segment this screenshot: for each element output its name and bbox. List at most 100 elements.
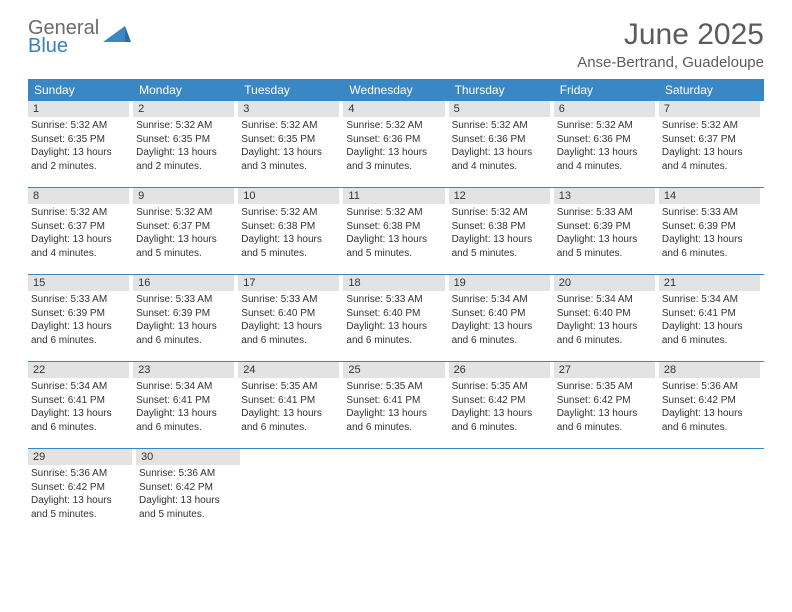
day-info: Sunrise: 5:36 AMSunset: 6:42 PMDaylight:… (28, 467, 132, 521)
day-cell: 20 Sunrise: 5:34 AMSunset: 6:40 PMDayligh… (554, 275, 659, 355)
day-number: 13 (554, 188, 655, 204)
day-number: 6 (554, 101, 655, 117)
day-cell: 1 Sunrise: 5:32 AMSunset: 6:35 PMDaylight… (28, 101, 133, 181)
day-number: 18 (343, 275, 444, 291)
day-info: Sunrise: 5:32 AMSunset: 6:35 PMDaylight:… (133, 119, 234, 173)
day-cell: 12Sunrise: 5:32 AMSunset: 6:38 PMDayligh… (449, 188, 554, 268)
day-info: Sunrise: 5:33 AMSunset: 6:39 PMDaylight:… (659, 206, 760, 260)
day-number: 24 (238, 362, 339, 378)
logo-text: General Blue (28, 18, 99, 56)
empty-cell (452, 449, 556, 529)
day-info: Sunrise: 5:36 AMSunset: 6:42 PMDaylight:… (659, 380, 760, 434)
day-number: 25 (343, 362, 444, 378)
day-info: Sunrise: 5:32 AMSunset: 6:38 PMDaylight:… (343, 206, 444, 260)
weekday-header: Friday (554, 79, 659, 101)
day-number: 15 (28, 275, 129, 291)
day-number: 29 (28, 449, 132, 465)
day-info: Sunrise: 5:34 AMSunset: 6:41 PMDaylight:… (133, 380, 234, 434)
location-text: Anse-Bertrand, Guadeloupe (577, 54, 764, 71)
calendar: SundayMondayTuesdayWednesdayThursdayFrid… (0, 79, 792, 529)
day-number: 20 (554, 275, 655, 291)
day-info: Sunrise: 5:32 AMSunset: 6:37 PMDaylight:… (659, 119, 760, 173)
day-info: Sunrise: 5:35 AMSunset: 6:42 PMDaylight:… (554, 380, 655, 434)
day-cell: 30 Sunrise: 5:36 AMSunset: 6:42 PMDayligh… (136, 449, 244, 529)
day-number: 10 (238, 188, 339, 204)
day-cell: 15 Sunrise: 5:33 AMSunset: 6:39 PMDayligh… (28, 275, 133, 355)
day-number: 16 (133, 275, 234, 291)
day-cell: 25 Sunrise: 5:35 AMSunset: 6:41 PMDayligh… (343, 362, 448, 442)
day-cell: 3 Sunrise: 5:32 AMSunset: 6:35 PMDaylight… (238, 101, 343, 181)
day-number: 8 (28, 188, 129, 204)
day-cell: 26Sunrise: 5:35 AMSunset: 6:42 PMDayligh… (449, 362, 554, 442)
day-cell: 23 Sunrise: 5:34 AMSunset: 6:41 PMDayligh… (133, 362, 238, 442)
week-row: 15Sunrise: 5:33 AMSunset: 6:39 PMDayligh… (28, 274, 764, 355)
day-number: 21 (659, 275, 760, 291)
day-info: Sunrise: 5:33 AMSunset: 6:39 PMDaylight:… (28, 293, 129, 347)
day-number: 3 (238, 101, 339, 117)
day-info: Sunrise: 5:35 AMSunset: 6:41 PMDaylight:… (238, 380, 339, 434)
empty-cell (348, 449, 452, 529)
day-cell: 27 Sunrise: 5:35 AMSunset: 6:42 PMDayligh… (554, 362, 659, 442)
header: General Blue June 2025 Anse-Bertrand, Gu… (0, 0, 792, 79)
day-info: Sunrise: 5:34 AMSunset: 6:41 PMDaylight:… (659, 293, 760, 347)
day-info: Sunrise: 5:34 AMSunset: 6:41 PMDaylight:… (28, 380, 129, 434)
day-info: Sunrise: 5:36 AMSunset: 6:42 PMDaylight:… (136, 467, 240, 521)
day-info: Sunrise: 5:33 AMSunset: 6:39 PMDaylight:… (554, 206, 655, 260)
day-number: 2 (133, 101, 234, 117)
day-cell: 21 Sunrise: 5:34 AMSunset: 6:41 PMDayligh… (659, 275, 764, 355)
weekday-header: Saturday (659, 79, 764, 101)
empty-cell (556, 449, 660, 529)
page-title: June 2025 (577, 18, 764, 52)
day-cell: 18 Sunrise: 5:33 AMSunset: 6:40 PMDayligh… (343, 275, 448, 355)
day-cell: 10Sunrise: 5:32 AMSunset: 6:38 PMDayligh… (238, 188, 343, 268)
day-number: 28 (659, 362, 760, 378)
day-number: 17 (238, 275, 339, 291)
day-cell: 2 Sunrise: 5:32 AMSunset: 6:35 PMDaylight… (133, 101, 238, 181)
week-row: 8Sunrise: 5:32 AMSunset: 6:37 PMDaylight… (28, 187, 764, 268)
day-info: Sunrise: 5:32 AMSunset: 6:36 PMDaylight:… (343, 119, 444, 173)
day-cell: 5 Sunrise: 5:32 AMSunset: 6:36 PMDaylight… (449, 101, 554, 181)
weekday-header: Tuesday (238, 79, 343, 101)
day-info: Sunrise: 5:34 AMSunset: 6:40 PMDaylight:… (554, 293, 655, 347)
week-row: 22Sunrise: 5:34 AMSunset: 6:41 PMDayligh… (28, 361, 764, 442)
day-number: 1 (28, 101, 129, 117)
day-info: Sunrise: 5:32 AMSunset: 6:36 PMDaylight:… (554, 119, 655, 173)
day-info: Sunrise: 5:33 AMSunset: 6:40 PMDaylight:… (238, 293, 339, 347)
day-info: Sunrise: 5:32 AMSunset: 6:35 PMDaylight:… (238, 119, 339, 173)
empty-cell (660, 449, 764, 529)
day-info: Sunrise: 5:32 AMSunset: 6:37 PMDaylight:… (133, 206, 234, 260)
day-cell: 6 Sunrise: 5:32 AMSunset: 6:36 PMDaylight… (554, 101, 659, 181)
day-number: 11 (343, 188, 444, 204)
weekday-header: Monday (133, 79, 238, 101)
day-cell: 9Sunrise: 5:32 AMSunset: 6:37 PMDaylight… (133, 188, 238, 268)
day-number: 5 (449, 101, 550, 117)
day-cell: 4 Sunrise: 5:32 AMSunset: 6:36 PMDaylight… (343, 101, 448, 181)
day-info: Sunrise: 5:33 AMSunset: 6:40 PMDaylight:… (343, 293, 444, 347)
day-number: 27 (554, 362, 655, 378)
day-info: Sunrise: 5:35 AMSunset: 6:42 PMDaylight:… (449, 380, 550, 434)
week-row: 1Sunrise: 5:32 AMSunset: 6:35 PMDaylight… (28, 101, 764, 181)
day-cell: 19Sunrise: 5:34 AMSunset: 6:40 PMDayligh… (449, 275, 554, 355)
day-cell: 28 Sunrise: 5:36 AMSunset: 6:42 PMDayligh… (659, 362, 764, 442)
day-cell: 11 Sunrise: 5:32 AMSunset: 6:38 PMDayligh… (343, 188, 448, 268)
day-number: 4 (343, 101, 444, 117)
day-number: 14 (659, 188, 760, 204)
day-cell: 14 Sunrise: 5:33 AMSunset: 6:39 PMDayligh… (659, 188, 764, 268)
day-info: Sunrise: 5:35 AMSunset: 6:41 PMDaylight:… (343, 380, 444, 434)
day-cell: 13 Sunrise: 5:33 AMSunset: 6:39 PMDayligh… (554, 188, 659, 268)
day-cell: 22 Sunrise: 5:34 AMSunset: 6:41 PMDayligh… (28, 362, 133, 442)
weeks-container: 1Sunrise: 5:32 AMSunset: 6:35 PMDaylight… (28, 101, 764, 529)
day-number: 30 (136, 449, 240, 465)
day-cell: 17 Sunrise: 5:33 AMSunset: 6:40 PMDayligh… (238, 275, 343, 355)
day-number: 7 (659, 101, 760, 117)
day-info: Sunrise: 5:33 AMSunset: 6:39 PMDaylight:… (133, 293, 234, 347)
logo-blue-text: Blue (28, 36, 99, 56)
day-info: Sunrise: 5:32 AMSunset: 6:36 PMDaylight:… (449, 119, 550, 173)
day-number: 12 (449, 188, 550, 204)
day-info: Sunrise: 5:32 AMSunset: 6:35 PMDaylight:… (28, 119, 129, 173)
weekday-header: Sunday (28, 79, 133, 101)
logo-triangle-icon (103, 24, 131, 51)
day-number: 23 (133, 362, 234, 378)
day-cell: 8Sunrise: 5:32 AMSunset: 6:37 PMDaylight… (28, 188, 133, 268)
day-number: 22 (28, 362, 129, 378)
